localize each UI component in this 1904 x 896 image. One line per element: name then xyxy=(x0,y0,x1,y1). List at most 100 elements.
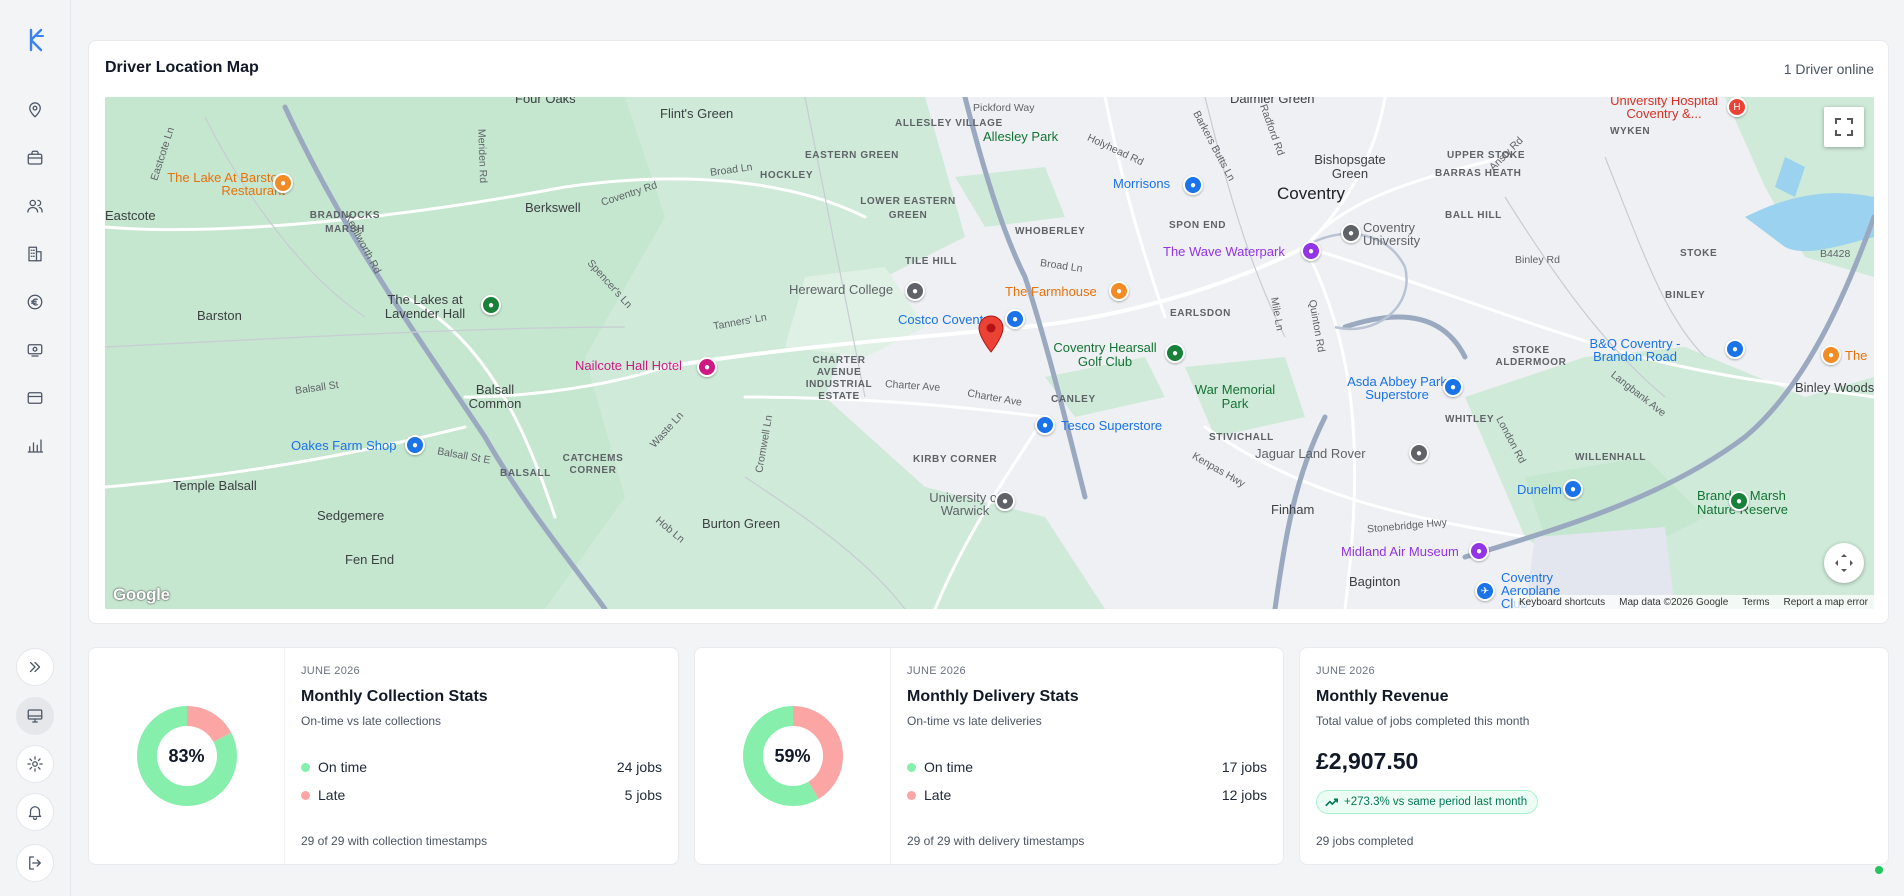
map-label: HOCKLEY xyxy=(760,170,814,181)
keyboard-shortcuts-link[interactable]: Keyboard shortcuts xyxy=(1518,596,1606,608)
map-label: Allesley Park xyxy=(983,129,1059,144)
on-time-label: On time xyxy=(318,759,368,775)
map-label: ALLESLEY VILLAGE xyxy=(895,118,1003,129)
briefcase-icon[interactable] xyxy=(21,144,49,172)
restaurant-icon: ● xyxy=(273,173,293,193)
map-label: Finham xyxy=(1271,502,1315,517)
shopping-icon: ● xyxy=(1183,175,1203,195)
map-label: Hereward College xyxy=(789,282,894,297)
map-label: BALL HILL xyxy=(1445,210,1502,221)
settings-button[interactable] xyxy=(16,745,54,783)
card-title: Monthly Delivery Stats xyxy=(907,688,1079,705)
on-time-dot xyxy=(907,763,916,772)
credit-card-icon[interactable] xyxy=(21,384,49,412)
map-label: TILE HILL xyxy=(905,256,958,267)
shopping-icon: ● xyxy=(405,435,425,455)
map-label: Four Oaks xyxy=(515,97,576,106)
map-label: WILLENHALL xyxy=(1575,452,1646,463)
map-label: BRADNOCKS MARSH xyxy=(309,210,381,235)
map-label: The xyxy=(1845,348,1868,363)
map-label: Morrisons xyxy=(1113,176,1171,191)
golf-icon: ● xyxy=(1165,343,1185,363)
late-label: Late xyxy=(318,787,346,803)
driver-location-map-card: Driver Location Map 1 Driver online xyxy=(88,40,1889,624)
map-label: BALSALL xyxy=(500,468,551,479)
map-label: The Wave Waterpark xyxy=(1163,244,1285,259)
collection-percent: 83% xyxy=(168,745,205,766)
shopping-icon: ● xyxy=(1725,339,1745,359)
logout-button[interactable] xyxy=(16,844,54,882)
collection-body: JUNE 2026 Monthly Collection Stats On-ti… xyxy=(301,648,678,864)
map-label: KIRBY CORNER xyxy=(913,454,998,465)
map-label: The Lakes at Lavender Hall xyxy=(384,292,466,321)
collection-donut-area: 83% xyxy=(89,648,285,864)
late-label: Late xyxy=(924,787,952,803)
map-label: UPPER STOKE xyxy=(1447,150,1526,161)
map-label: Meriden Rd xyxy=(475,128,490,184)
expand-sidebar-button[interactable] xyxy=(16,648,54,686)
map-label: Coventry xyxy=(1277,184,1346,203)
school-icon: ● xyxy=(905,281,925,301)
on-time-label: On time xyxy=(924,759,974,775)
map-label: WHOBERLEY xyxy=(1015,226,1086,237)
driver-location-pin[interactable] xyxy=(978,315,1004,353)
monitor-cash-icon[interactable] xyxy=(21,336,49,364)
sidebar xyxy=(0,0,71,896)
map-label: STIVICHALL xyxy=(1209,432,1274,443)
on-time-value: 24 jobs xyxy=(616,759,662,775)
gear-icon xyxy=(27,756,43,772)
map-label: Binley Woods xyxy=(1795,380,1874,395)
delivery-donut-area: 59% xyxy=(695,648,891,864)
users-icon[interactable] xyxy=(21,192,49,220)
building-icon[interactable] xyxy=(21,240,49,268)
map-label: War Memorial Park xyxy=(1194,382,1276,411)
map-label: LOWER EASTERN GREEN xyxy=(860,196,956,221)
card-subtitle: On-time vs late collections xyxy=(301,714,442,728)
revenue-change-text: +273.3% vs same period last month xyxy=(1344,796,1528,808)
map-label: B4428 xyxy=(1820,248,1851,260)
hotel-icon: ● xyxy=(697,357,717,377)
map-label: WHITLEY xyxy=(1445,414,1495,425)
late-row: Late 5 jobs xyxy=(301,787,662,805)
map-label: Bishopsgate Green xyxy=(1314,152,1386,181)
map-label: Flint's Green xyxy=(660,106,734,121)
map-label: CANLEY xyxy=(1051,394,1096,405)
fullscreen-button[interactable] xyxy=(1824,107,1864,147)
map-camera-control[interactable] xyxy=(1824,543,1864,583)
shopping-icon: ● xyxy=(1005,309,1025,329)
monitor-icon xyxy=(27,709,43,723)
euro-icon[interactable] xyxy=(21,288,49,316)
period-label: JUNE 2026 xyxy=(907,665,966,677)
late-dot xyxy=(301,791,310,800)
factory-icon: ● xyxy=(1409,443,1429,463)
map-label: EARLSDON xyxy=(1170,308,1231,319)
map-label: Brandon Marsh Nature Reserve xyxy=(1697,488,1789,517)
notifications-button[interactable] xyxy=(16,793,54,831)
map-label: Oakes Farm Shop xyxy=(291,438,397,453)
revenue-change-badge: +273.3% vs same period last month xyxy=(1316,790,1539,814)
late-row: Late 12 jobs xyxy=(907,787,1267,805)
map-label: Eastcote xyxy=(105,208,156,223)
camera-move-icon xyxy=(1835,554,1853,572)
bell-icon xyxy=(28,806,42,821)
park-icon: ● xyxy=(481,295,501,315)
monitor-button[interactable] xyxy=(16,697,54,735)
shopping-icon: ● xyxy=(1563,479,1583,499)
driver-map[interactable]: Four Oaks Flint's Green Pickford Way ALL… xyxy=(105,97,1874,609)
map-label: Barston xyxy=(197,308,242,323)
card-subtitle: On-time vs late deliveries xyxy=(907,714,1042,728)
map-pin-icon[interactable] xyxy=(21,96,49,124)
card-footer: 29 of 29 with delivery timestamps xyxy=(907,834,1085,848)
terms-link[interactable]: Terms xyxy=(1742,596,1770,608)
bar-chart-icon[interactable] xyxy=(21,432,49,460)
map-label: Berkswell xyxy=(525,200,581,215)
app-logo[interactable] xyxy=(22,24,50,56)
late-value: 12 jobs xyxy=(1221,787,1267,803)
school-icon: ● xyxy=(995,491,1015,511)
report-error-link[interactable]: Report a map error xyxy=(1783,596,1868,608)
map-label: Coventry University xyxy=(1363,220,1421,248)
logout-icon xyxy=(29,856,41,870)
on-time-value: 17 jobs xyxy=(1221,759,1267,775)
map-label: Asda Abbey Park Superstore xyxy=(1347,374,1447,402)
map-label: Balsall Common xyxy=(468,382,522,411)
